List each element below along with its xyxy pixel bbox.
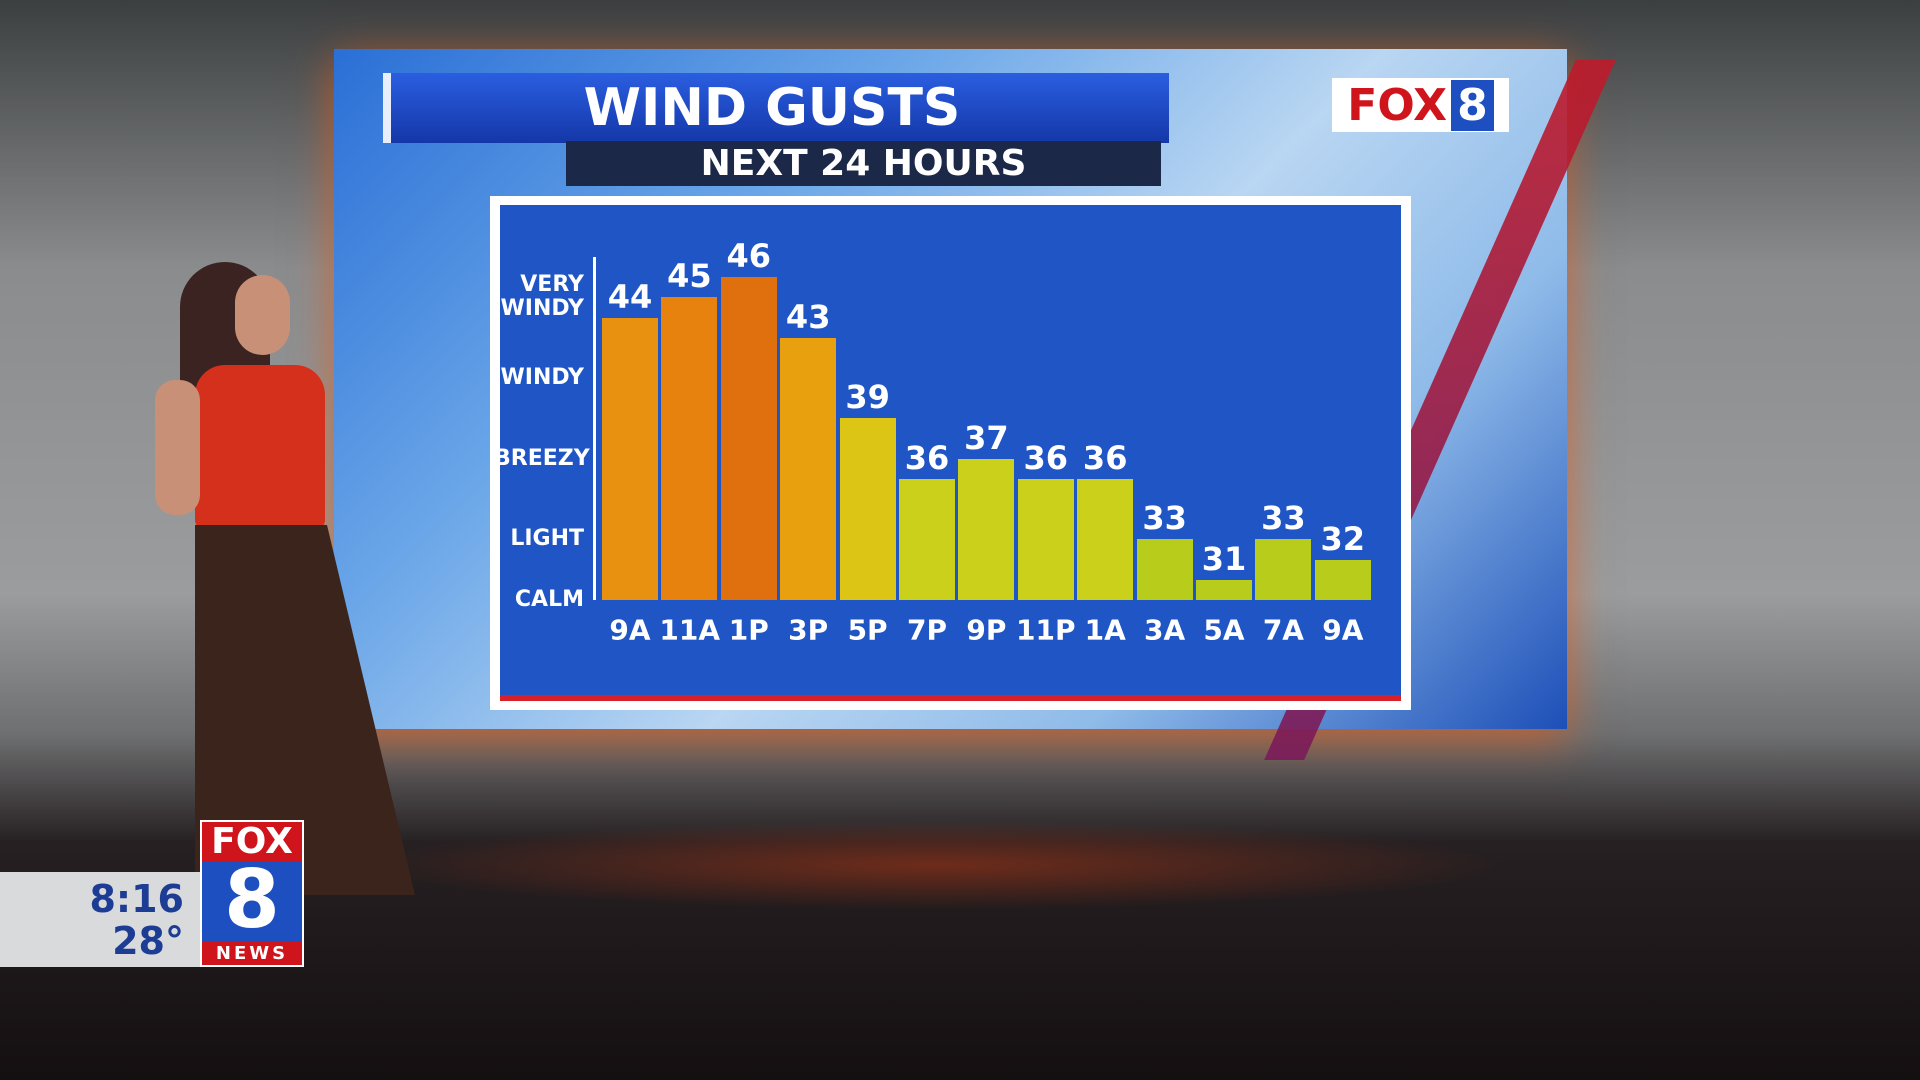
value-label: 33 (1261, 499, 1306, 538)
bug-time: 8:16 (89, 877, 184, 921)
y-tick-label: VERY WINDY (500, 272, 584, 322)
y-axis-line (593, 257, 596, 600)
bug-fox: FOX (202, 822, 302, 862)
value-label: 39 (845, 378, 890, 417)
bar (839, 418, 896, 600)
value-label: 37 (964, 418, 1009, 457)
x-tick-label: 11P (1016, 613, 1076, 647)
x-tick-label: 9P (966, 613, 1007, 647)
bar (1077, 478, 1134, 600)
chart-subtitle: NEXT 24 HOURS (700, 143, 1027, 184)
logo-eight: 8 (1451, 79, 1494, 131)
y-tick-label: CALM (514, 587, 584, 612)
x-tick-label: 3A (1144, 613, 1186, 647)
floor-glow (360, 820, 1510, 910)
x-tick-label: 9A (609, 613, 651, 647)
bar (661, 297, 718, 600)
y-tick-label: BREEZY (494, 445, 590, 471)
bar (720, 277, 777, 600)
x-tick-label: 1P (728, 613, 769, 647)
bar (1017, 478, 1074, 600)
x-tick-label: 9A (1322, 613, 1364, 647)
value-label: 31 (1201, 539, 1247, 578)
y-tick-label: WINDY (500, 365, 584, 391)
channel-logo: FOX 8 (1332, 78, 1509, 132)
x-tick-label: 11A (659, 613, 721, 647)
value-label: 45 (667, 257, 712, 296)
x-tick-label: 7A (1262, 613, 1304, 647)
bar (1136, 539, 1193, 600)
bar (602, 317, 658, 600)
bug-bar (0, 872, 200, 967)
value-label: 43 (785, 297, 831, 336)
value-label: 32 (1320, 519, 1366, 558)
title-bar (383, 73, 1169, 143)
x-tick-label: 1A (1084, 613, 1126, 647)
bug-logo: FOX 8 NEWS (200, 820, 304, 967)
value-label: 36 (904, 438, 950, 477)
presenter-top (195, 365, 325, 530)
logo-fox: FOX (1347, 79, 1448, 131)
bar (1314, 559, 1371, 600)
x-tick-label: 5P (847, 613, 888, 647)
bug-eight: 8 (224, 853, 280, 946)
subtitle-bar (566, 141, 1161, 186)
x-tick-label: 7P (906, 613, 947, 647)
x-tick-label: 3P (788, 613, 829, 647)
x-tick-label: 5A (1203, 613, 1245, 647)
y-tick-label: LIGHT (510, 526, 584, 552)
bar (1255, 539, 1312, 600)
bug-news: NEWS (202, 942, 302, 965)
value-label: 44 (607, 277, 653, 316)
value-label: 36 (1082, 438, 1128, 477)
bar (780, 337, 837, 600)
bar (899, 478, 955, 600)
presenter-face (235, 275, 290, 355)
value-label: 36 (1023, 438, 1069, 477)
bar (1196, 579, 1252, 600)
value-label: 46 (726, 237, 772, 276)
value-label: 33 (1142, 499, 1187, 538)
presenter-arm (155, 380, 200, 515)
chart-title: WIND GUSTS (583, 78, 961, 138)
bar (958, 458, 1015, 600)
bug-temp: 28° (112, 919, 184, 963)
